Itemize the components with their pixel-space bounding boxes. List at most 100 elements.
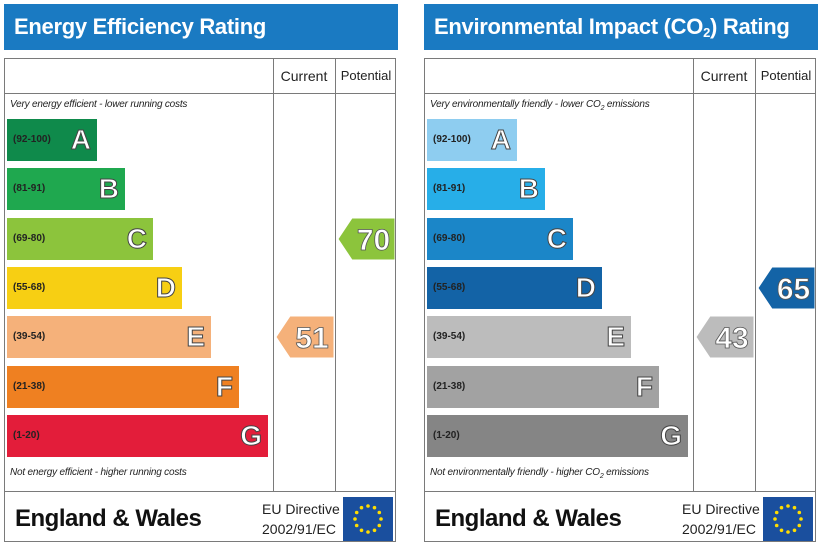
title-text: Environmental Impact (CO	[434, 14, 704, 39]
rating-frame: Current Potential Very environmentally f…	[424, 58, 816, 542]
current-rating-arrow-value: 43	[715, 322, 748, 355]
band-letter: G	[240, 419, 263, 451]
footer-divider	[425, 491, 815, 492]
eu-star	[354, 523, 359, 528]
eu-star	[779, 505, 784, 510]
column-divider	[693, 59, 694, 491]
eu-star	[354, 510, 359, 515]
band-range-label: (55-68)	[433, 281, 466, 293]
top-note: Very energy efficient - lower running co…	[10, 99, 188, 110]
band-range-label: (39-54)	[13, 331, 46, 343]
eu-directive-line1: EU Directive	[262, 501, 340, 517]
band-range-label: (55-68)	[13, 281, 46, 293]
band-letter: G	[660, 419, 683, 451]
band-letter: C	[546, 222, 567, 254]
eu-star	[773, 517, 777, 521]
current-rating-arrow-value: 51	[295, 322, 328, 355]
potential-rating-arrow-value: 70	[357, 224, 390, 257]
title-end: ) Rating	[710, 14, 790, 39]
eu-star	[774, 523, 779, 528]
band-letter: E	[186, 321, 206, 353]
country-label: England & Wales	[435, 505, 622, 532]
eu-star	[774, 510, 779, 515]
band-range-label: (69-80)	[433, 232, 466, 244]
band-letter: F	[215, 370, 233, 402]
eu-star	[797, 523, 802, 528]
top-note-subscript: 2	[600, 105, 605, 112]
eu-flag-icon	[763, 497, 813, 541]
rating-band-a: (92-100) A	[7, 119, 97, 161]
column-divider	[755, 59, 756, 491]
title-subscript: 2	[703, 25, 711, 40]
bottom-note-subscript: 2	[599, 473, 604, 480]
band-letter: B	[518, 173, 539, 205]
rating-band-c: (69-80) C	[7, 217, 153, 260]
eu-star	[359, 505, 364, 510]
band-range-label: (1-20)	[433, 429, 460, 441]
column-header-potential: Potential	[340, 68, 392, 83]
top-note-end: emissions	[604, 99, 650, 110]
energy-efficiency-panel: Energy Efficiency Rating Current Potenti…	[4, 4, 398, 544]
current-rating-arrow-shape	[276, 316, 334, 359]
bottom-note-end: emissions	[603, 467, 649, 478]
eu-star	[372, 505, 377, 510]
eu-star	[366, 504, 370, 508]
column-header-current: Current	[700, 68, 748, 84]
band-range-label: (92-100)	[13, 134, 51, 145]
bottom-note: Not environmentally friendly - higher CO…	[430, 467, 649, 480]
band-range-label: (69-80)	[13, 232, 46, 244]
band-letter: B	[98, 173, 119, 205]
column-header-current: Current	[280, 68, 328, 84]
column-header-potential: Potential	[760, 68, 812, 83]
footer-divider	[5, 491, 395, 492]
potential-rating-arrow-value: 65	[777, 273, 810, 306]
current-rating-arrow: 43	[696, 316, 754, 359]
panel-title: Environmental Impact (CO2) Rating	[424, 4, 818, 50]
rating-band-f: (21-38) F	[427, 365, 659, 408]
eu-star	[379, 517, 383, 521]
eu-star	[366, 530, 370, 534]
eu-star	[353, 517, 357, 521]
rating-band-g: (1-20) G	[427, 414, 688, 457]
top-note: Very environmentally friendly - lower CO…	[430, 99, 650, 112]
eu-flag-icon	[343, 497, 393, 541]
rating-band-a: (92-100) A	[427, 119, 517, 161]
top-note-text: Very environmentally friendly - lower CO	[430, 99, 601, 110]
rating-band-d: (55-68) D	[7, 266, 182, 309]
rating-band-e: (39-54) E	[427, 316, 631, 359]
potential-rating-arrow: 70	[338, 217, 395, 260]
eu-star	[792, 528, 797, 533]
column-divider	[273, 59, 274, 491]
eu-star	[786, 530, 790, 534]
eu-directive-line2: 2002/91/EC	[262, 521, 336, 537]
rating-band-b: (81-91) B	[427, 168, 545, 211]
eu-directive-text: EU Directive 2002/91/EC	[262, 499, 350, 539]
header-divider	[425, 93, 815, 94]
eu-star	[372, 528, 377, 533]
potential-rating-arrow-shape	[758, 266, 815, 309]
eu-star	[786, 504, 790, 508]
band-letter: E	[606, 321, 626, 353]
environmental-impact-panel: Environmental Impact (CO2) Rating Curren…	[424, 4, 818, 544]
band-letter: D	[575, 271, 596, 303]
rating-frame: Current Potential Very energy efficient …	[4, 58, 396, 542]
bottom-note: Not energy efficient - higher running co…	[10, 467, 187, 478]
rating-band-f: (21-38) F	[7, 365, 239, 408]
title-text: Energy Efficiency Rating	[14, 14, 266, 39]
rating-band-c: (69-80) C	[427, 217, 573, 260]
band-range-label: (81-91)	[13, 183, 46, 195]
band-range-label: (1-20)	[13, 429, 40, 441]
eu-star	[792, 505, 797, 510]
rating-band-g: (1-20) G	[7, 414, 268, 457]
eu-directive-text: EU Directive 2002/91/EC	[682, 499, 770, 539]
current-rating-arrow-shape	[696, 316, 754, 359]
rating-band-e: (39-54) E	[7, 316, 211, 359]
band-range-label: (92-100)	[433, 134, 471, 145]
band-letter: C	[126, 222, 147, 254]
eu-star	[377, 523, 382, 528]
column-divider	[335, 59, 336, 491]
eu-directive-line2: 2002/91/EC	[682, 521, 756, 537]
eu-star	[359, 528, 364, 533]
band-range-label: (21-38)	[433, 380, 466, 392]
potential-rating-arrow: 65	[758, 266, 815, 309]
